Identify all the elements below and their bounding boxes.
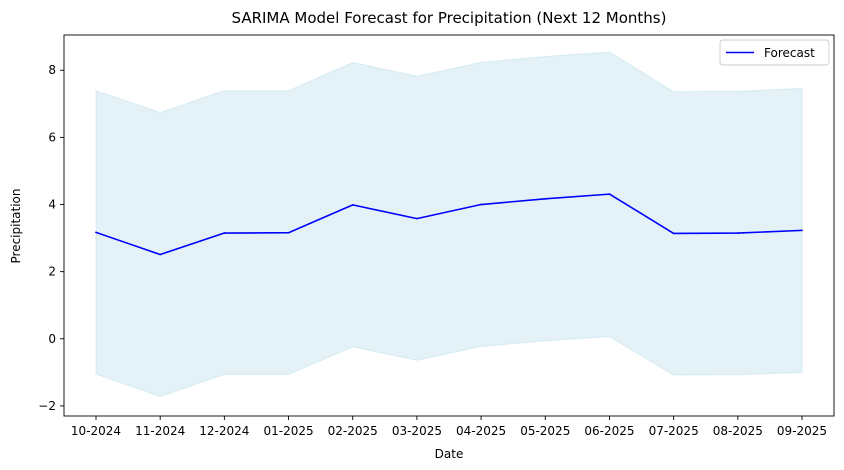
y-axis-label: Precipitation xyxy=(9,188,23,263)
data-point xyxy=(736,232,739,234)
x-tick-label: 07-2025 xyxy=(649,424,699,438)
confidence-band xyxy=(95,51,803,398)
y-tick-label: 4 xyxy=(48,198,56,212)
x-tick-label: 10-2024 xyxy=(71,424,121,438)
x-tick-label: 12-2024 xyxy=(199,424,249,438)
x-tick-label: 01-2025 xyxy=(263,424,313,438)
data-point xyxy=(544,197,547,200)
data-point xyxy=(416,217,418,220)
y-tick-label: 8 xyxy=(48,63,56,77)
x-tick-label: 09-2025 xyxy=(777,424,827,438)
chart-title: SARIMA Model Forecast for Precipitation … xyxy=(232,9,667,27)
data-point xyxy=(480,203,482,206)
data-point xyxy=(159,253,162,256)
x-tick-label: 03-2025 xyxy=(392,424,442,438)
data-point xyxy=(801,229,803,232)
legend-label: Forecast xyxy=(764,46,815,60)
data-point xyxy=(95,231,97,234)
y-tick-label: 0 xyxy=(48,332,56,346)
x-tick-label: 08-2025 xyxy=(713,424,763,438)
series-line-0 xyxy=(95,193,803,256)
y-tick-label: 6 xyxy=(48,130,56,144)
y-tick-label: 2 xyxy=(48,265,56,279)
x-tick-label: 05-2025 xyxy=(520,424,570,438)
data-point xyxy=(608,193,611,196)
x-axis-label: Date xyxy=(435,447,464,461)
legend-box xyxy=(719,39,830,66)
plot-area: −2 0 2 4 6 8 10-2024 11-2024 12-2024 01-2025 02-20… xyxy=(38,34,835,438)
x-tick-label: 11-2024 xyxy=(135,424,185,438)
x-tick-label: 06-2025 xyxy=(584,424,634,438)
data-point xyxy=(287,231,290,234)
data-point xyxy=(351,203,354,206)
y-tick-label: −2 xyxy=(38,399,56,413)
x-tick-label: 04-2025 xyxy=(456,424,506,438)
plot-frame xyxy=(63,34,835,417)
x-tick-label: 02-2025 xyxy=(328,424,378,438)
data-point xyxy=(223,232,226,234)
legend: Forecast xyxy=(719,39,830,66)
data-point xyxy=(672,232,675,235)
